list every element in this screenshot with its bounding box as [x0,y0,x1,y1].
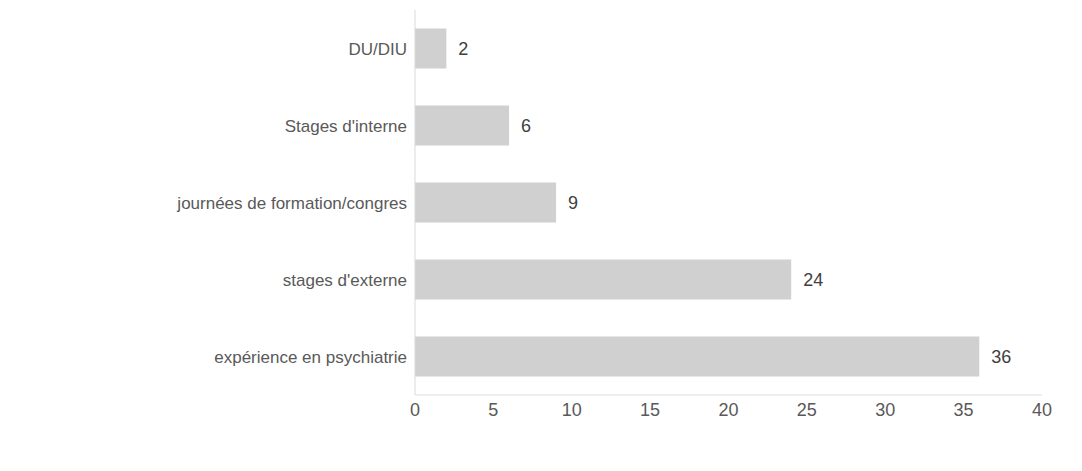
svg-text:DU/DIU: DU/DIU [348,40,407,59]
svg-text:5: 5 [488,400,498,420]
svg-text:24: 24 [803,270,823,290]
svg-text:journées de formation/congres: journées de formation/congres [176,194,407,213]
svg-text:30: 30 [875,400,895,420]
svg-text:6: 6 [521,116,531,136]
svg-text:20: 20 [718,400,738,420]
svg-text:40: 40 [1032,400,1052,420]
svg-text:15: 15 [640,400,660,420]
svg-text:9: 9 [568,193,578,213]
svg-text:0: 0 [410,400,420,420]
svg-text:expérience en psychiatrie: expérience en psychiatrie [214,348,407,367]
svg-text:25: 25 [797,400,817,420]
svg-text:stages d'externe: stages d'externe [283,271,407,290]
svg-text:36: 36 [991,347,1011,367]
svg-text:10: 10 [562,400,582,420]
svg-text:2: 2 [458,39,468,59]
svg-text:Stages d'interne: Stages d'interne [285,117,407,136]
svg-text:35: 35 [954,400,974,420]
